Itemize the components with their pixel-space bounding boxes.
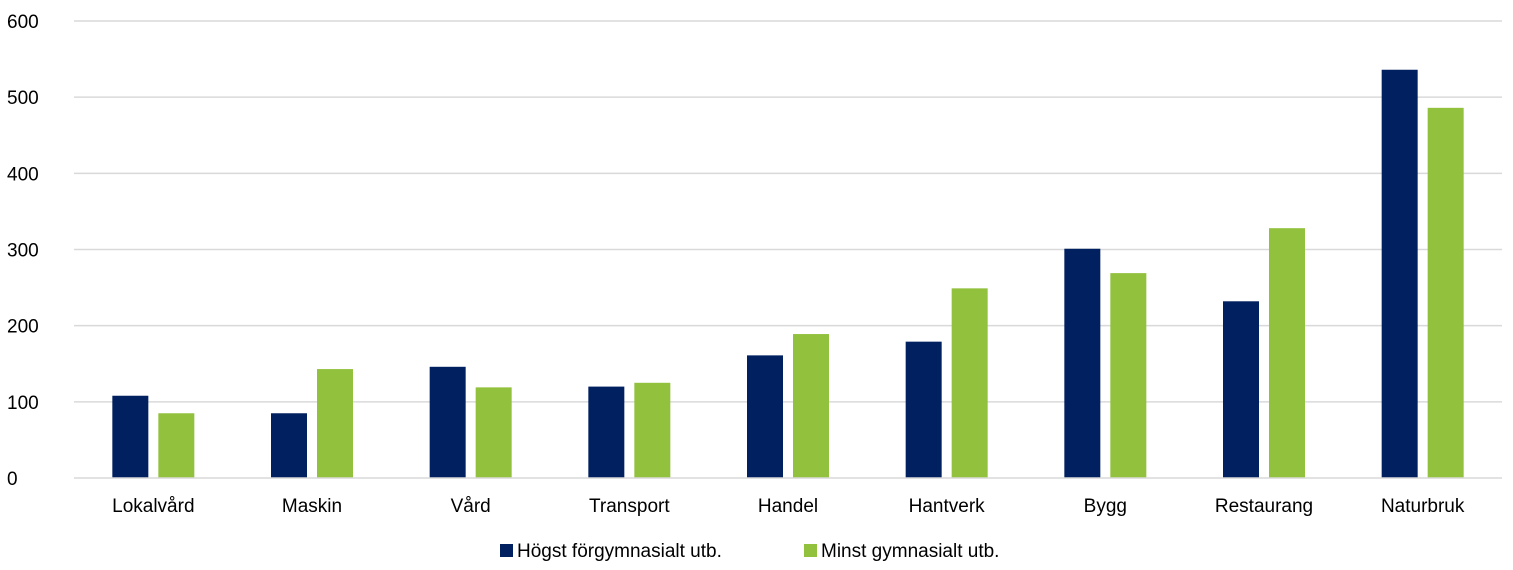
bar-minst-gymnasialt-0 — [158, 413, 195, 478]
x-tick-label: Transport — [589, 496, 670, 517]
bar-hogst-forgymnasialt-6 — [1064, 248, 1101, 478]
x-tick-label: Hantverk — [909, 496, 986, 517]
bar-hogst-forgymnasialt-4 — [747, 355, 783, 478]
bar-minst-gymnasialt-2 — [475, 387, 512, 478]
bar-hogst-forgymnasialt-5 — [905, 341, 942, 478]
x-tick-label: Naturbruk — [1381, 496, 1465, 517]
y-tick-label: 600 — [7, 12, 39, 33]
x-tick-label: Vård — [451, 496, 491, 517]
bars — [112, 69, 1464, 478]
bar-minst-gymnasialt-5 — [951, 288, 988, 478]
bar-minst-gymnasialt-1 — [317, 369, 353, 478]
y-tick-label: 400 — [7, 164, 39, 185]
bar-hogst-forgymnasialt-2 — [429, 366, 466, 478]
bar-hogst-forgymnasialt-8 — [1381, 69, 1418, 478]
bar-hogst-forgymnasialt-0 — [112, 395, 149, 478]
x-tick-label: Restaurang — [1215, 496, 1313, 517]
legend: Högst förgymnasialt utb. Minst gymnasialt… — [500, 541, 999, 562]
x-tick-label: Maskin — [282, 496, 342, 517]
legend-label: Minst gymnasialt utb. — [821, 541, 999, 562]
x-tick-label: Bygg — [1084, 496, 1127, 517]
legend-label: Högst förgymnasialt utb. — [517, 541, 722, 562]
gridlines — [74, 20, 1502, 403]
y-tick-label: 300 — [7, 241, 39, 262]
y-tick-label: 0 — [7, 469, 18, 490]
x-tick-label: Handel — [758, 496, 818, 517]
bar-minst-gymnasialt-7 — [1269, 228, 1305, 478]
x-axis: Lokalvård Maskin Vård Transport Handel Hantve… — [74, 477, 1502, 517]
y-tick-label: 100 — [7, 393, 39, 414]
y-tick-label: 200 — [7, 317, 39, 338]
bar-minst-gymnasialt-3 — [634, 382, 671, 478]
bar-minst-gymnasialt-4 — [793, 334, 829, 478]
y-axis: 0 100 200 300 400 500 600 — [7, 12, 39, 490]
x-tick-label: Lokalvård — [112, 496, 194, 517]
y-tick-label: 500 — [7, 88, 39, 109]
legend-swatch — [804, 544, 817, 557]
bar-hogst-forgymnasialt-7 — [1223, 301, 1259, 478]
bar-hogst-forgymnasialt-3 — [588, 386, 625, 478]
bar-hogst-forgymnasialt-1 — [271, 413, 307, 478]
bar-minst-gymnasialt-6 — [1110, 273, 1147, 478]
legend-swatch — [500, 544, 513, 557]
bar-minst-gymnasialt-8 — [1427, 107, 1464, 478]
